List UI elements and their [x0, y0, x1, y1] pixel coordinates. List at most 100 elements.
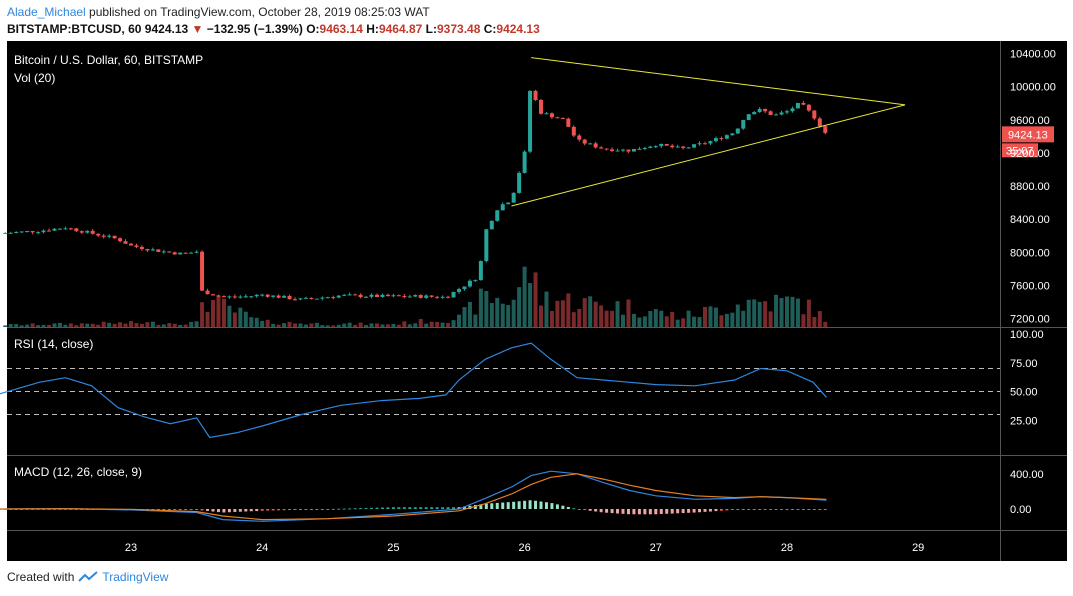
macd-histogram-bar: [517, 501, 521, 509]
volume-bar: [697, 317, 702, 327]
macd-histogram-bar: [162, 509, 166, 510]
macd-histogram-bar: [594, 509, 598, 512]
candle-body: [380, 294, 385, 298]
volume-bar: [276, 324, 281, 327]
candle-body: [817, 118, 822, 127]
macd-tick-label: 0.00: [1010, 504, 1031, 516]
volume-bar: [25, 324, 30, 327]
macd-histogram-bar: [156, 509, 160, 510]
candle-body: [489, 220, 494, 230]
volume-bar: [763, 301, 768, 327]
candle-body: [325, 297, 330, 299]
candle-body: [79, 231, 84, 233]
macd-histogram-bar: [452, 507, 456, 509]
macd-histogram-bar: [616, 509, 620, 514]
volume-bar: [446, 322, 451, 327]
volume-bar: [90, 323, 95, 327]
macd-histogram-bar: [566, 506, 570, 509]
candle-body: [418, 295, 423, 298]
low-label: L:: [425, 22, 437, 36]
macd-histogram-bar: [320, 509, 324, 510]
macd-histogram-bar: [277, 509, 281, 511]
volume-bar: [599, 305, 604, 327]
volume-bar: [621, 314, 625, 327]
macd-histogram-bar: [227, 509, 231, 513]
macd-histogram-bar: [233, 509, 237, 512]
candle-body: [446, 296, 451, 298]
candle-body: [741, 120, 746, 129]
down-arrow-icon: ▼: [191, 22, 204, 36]
volume-bar: [817, 311, 822, 327]
volume-bar: [118, 322, 123, 327]
candle-body: [588, 143, 593, 145]
volume-bar: [260, 320, 265, 327]
volume-bar: [391, 323, 396, 327]
macd-histogram-bar: [501, 502, 505, 509]
macd-histogram-bar: [222, 509, 226, 513]
macd-histogram-bar: [424, 507, 428, 509]
macd-histogram-bar: [473, 505, 477, 509]
macd-histogram-bar: [178, 509, 182, 510]
author-link[interactable]: Alade_Michael: [7, 5, 86, 19]
volume-bar: [812, 316, 817, 327]
macd-histogram-bar: [698, 509, 702, 513]
volume-bar: [484, 290, 489, 327]
candle-body: [806, 104, 811, 111]
candle-body: [768, 111, 773, 115]
macd-histogram-bar: [648, 509, 652, 515]
volume-bar: [243, 311, 248, 327]
macd-histogram-bar: [758, 509, 762, 510]
candle-body: [353, 294, 358, 296]
tradingview-brand[interactable]: TradingView: [102, 570, 169, 584]
candle-body: [150, 249, 155, 251]
volume-bars: [3, 266, 828, 327]
candle-body: [604, 148, 609, 150]
candle-body: [118, 238, 123, 242]
candle-body: [724, 135, 729, 139]
macd-histogram-bar: [610, 509, 614, 514]
macd-histogram-bar: [730, 509, 734, 511]
volume-bar: [85, 323, 90, 327]
candle-body: [653, 146, 658, 148]
volume-bar: [588, 296, 593, 327]
close-label: C:: [483, 22, 497, 36]
candle-body: [719, 138, 724, 140]
tradingview-logo-icon: [78, 571, 99, 582]
volume-bar: [467, 301, 472, 327]
volume-bar: [216, 295, 221, 327]
candle-body: [795, 102, 800, 109]
candle-body: [331, 297, 336, 299]
macd-histogram-bar: [211, 509, 215, 512]
macd-histogram-bar: [446, 507, 450, 509]
volume-bar: [719, 315, 724, 327]
candle-body: [8, 232, 13, 234]
macd-histogram-bar: [69, 508, 73, 510]
candle-body: [156, 249, 161, 252]
volume-bar: [396, 324, 401, 327]
candle-body: [303, 297, 308, 299]
high-label: H:: [366, 22, 379, 36]
macd-histogram-bar: [752, 509, 756, 510]
volume-bar: [112, 323, 117, 327]
volume-bar: [653, 309, 658, 327]
candle-body: [774, 114, 779, 116]
macd-histogram-bar: [342, 508, 346, 510]
candle-body: [779, 112, 784, 115]
candle-body: [287, 295, 292, 300]
volume-label: Vol (20): [14, 71, 55, 85]
volume-bar: [407, 324, 412, 327]
candle-body: [424, 295, 429, 298]
candle-body: [276, 295, 281, 298]
candle-body: [19, 231, 24, 233]
macd-histogram-bar: [266, 509, 270, 511]
candle-body: [369, 294, 374, 297]
macd-histogram-bar: [676, 509, 680, 514]
macd-histogram-bar: [561, 505, 565, 509]
macd-histogram-bar: [462, 506, 466, 509]
volume-bar: [123, 323, 128, 327]
rsi-label: RSI (14, close): [14, 337, 93, 351]
candle-body: [402, 295, 407, 297]
macd-histogram-bar: [769, 509, 773, 510]
candle-body: [167, 251, 172, 253]
